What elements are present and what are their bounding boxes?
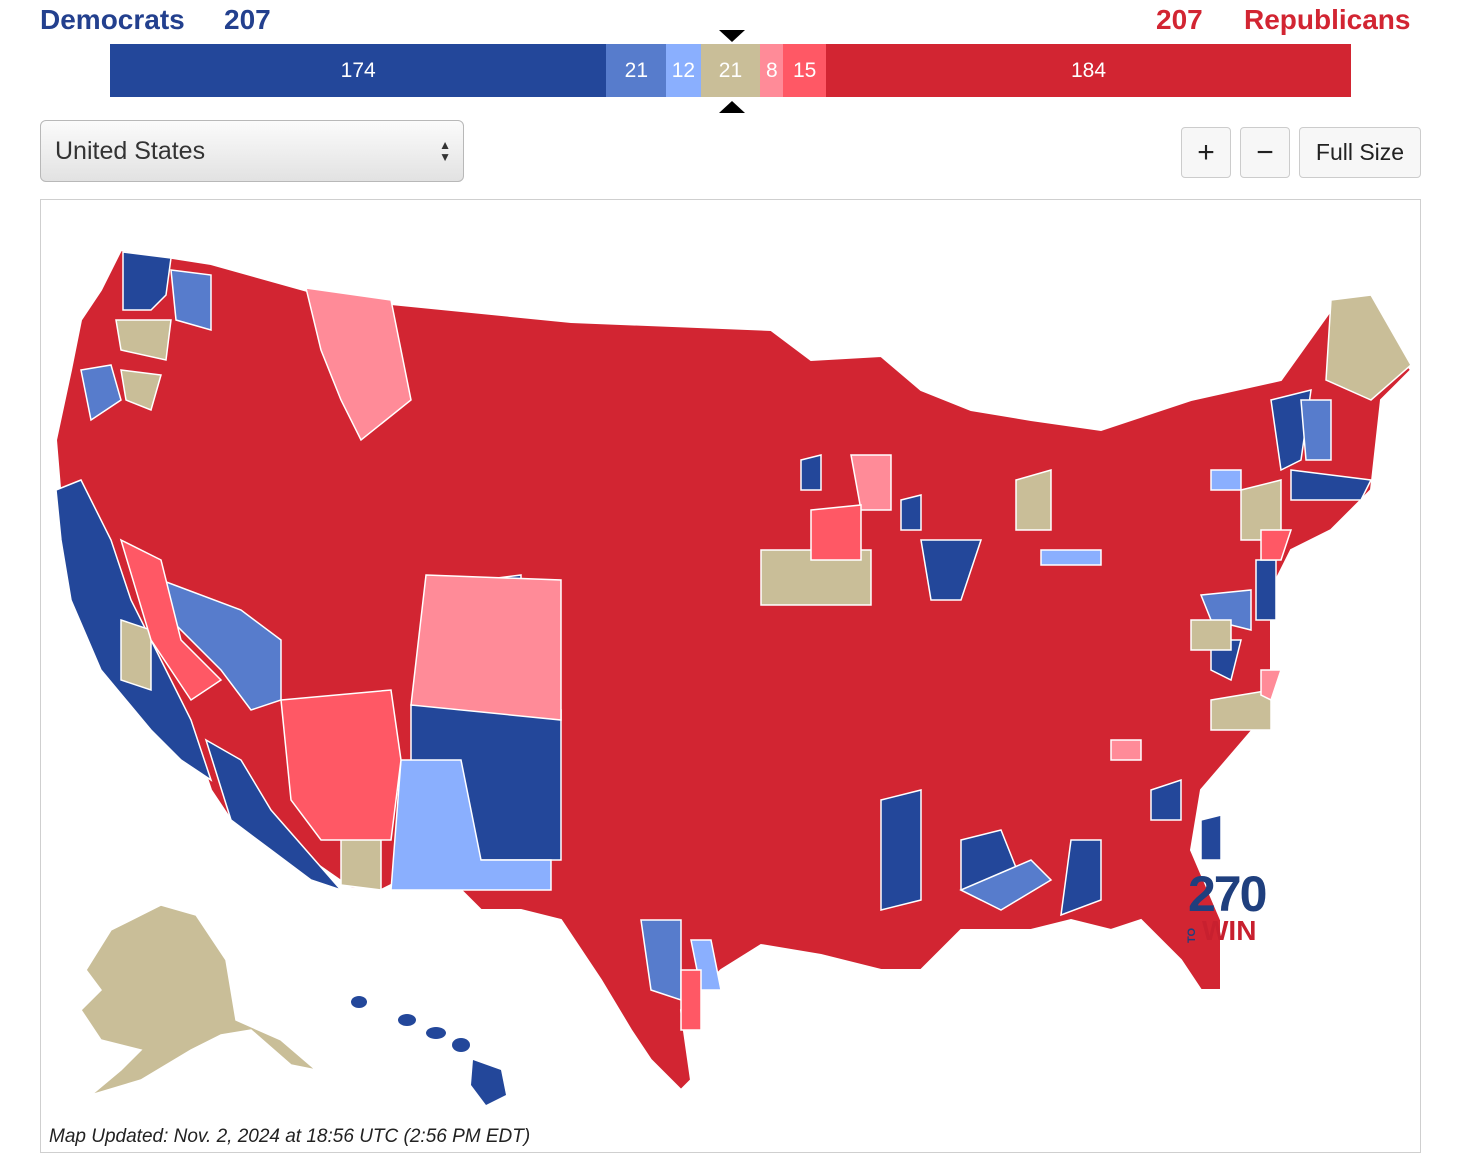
zoom-out-button[interactable]: − [1240, 127, 1290, 178]
bar-segment-lean-rep[interactable]: 8 [760, 44, 784, 97]
seat-count-bar: 174 21 12 21 8 15 184 [110, 44, 1351, 97]
lean-dem-districts[interactable] [390, 469, 1242, 991]
hawaii-shape[interactable] [351, 996, 506, 1105]
bar-segment-likely-dem[interactable]: 21 [606, 44, 667, 97]
270towin-logo: 270 TO WIN [1184, 865, 1284, 955]
democrats-total: 207 [224, 4, 271, 35]
region-select[interactable]: United States ▲ ▼ [40, 120, 464, 182]
likely-dem-districts[interactable] [80, 269, 1332, 1002]
region-select-value: United States [55, 136, 206, 165]
map-updated-text: Map Updated: Nov. 2, 2024 at 18:56 UTC (… [49, 1126, 531, 1147]
full-size-button[interactable]: Full Size [1299, 127, 1421, 178]
midpoint-marker-bottom [719, 101, 745, 113]
map-frame: 270 TO WIN Map Updated: Nov. 2, 2024 at … [40, 199, 1421, 1153]
alaska-shape[interactable] [80, 904, 319, 1096]
tossup-districts[interactable] [115, 294, 1412, 891]
lean-rep-districts[interactable] [305, 287, 1283, 761]
bar-segment-likely-rep[interactable]: 15 [783, 44, 827, 97]
bar-segment-tossup[interactable]: 21 [700, 44, 761, 97]
select-arrows-icon: ▲ ▼ [439, 138, 451, 164]
bar-segment-safe-dem[interactable]: 174 [110, 44, 607, 97]
logo-number: 270 [1188, 866, 1267, 922]
logo-win: WIN [1202, 915, 1257, 946]
republicans-label: Republicans [1244, 4, 1411, 35]
bar-segment-lean-dem[interactable]: 12 [666, 44, 701, 97]
logo-to: TO [1186, 927, 1198, 943]
bar-segment-safe-rep[interactable]: 184 [826, 44, 1351, 97]
likely-rep-districts[interactable] [119, 504, 1293, 1031]
us-house-map[interactable] [41, 200, 1421, 1153]
democrats-label: Democrats [40, 4, 185, 35]
republicans-total: 207 [1156, 4, 1203, 35]
zoom-in-button[interactable]: + [1181, 127, 1231, 178]
midpoint-marker-top [719, 30, 745, 42]
